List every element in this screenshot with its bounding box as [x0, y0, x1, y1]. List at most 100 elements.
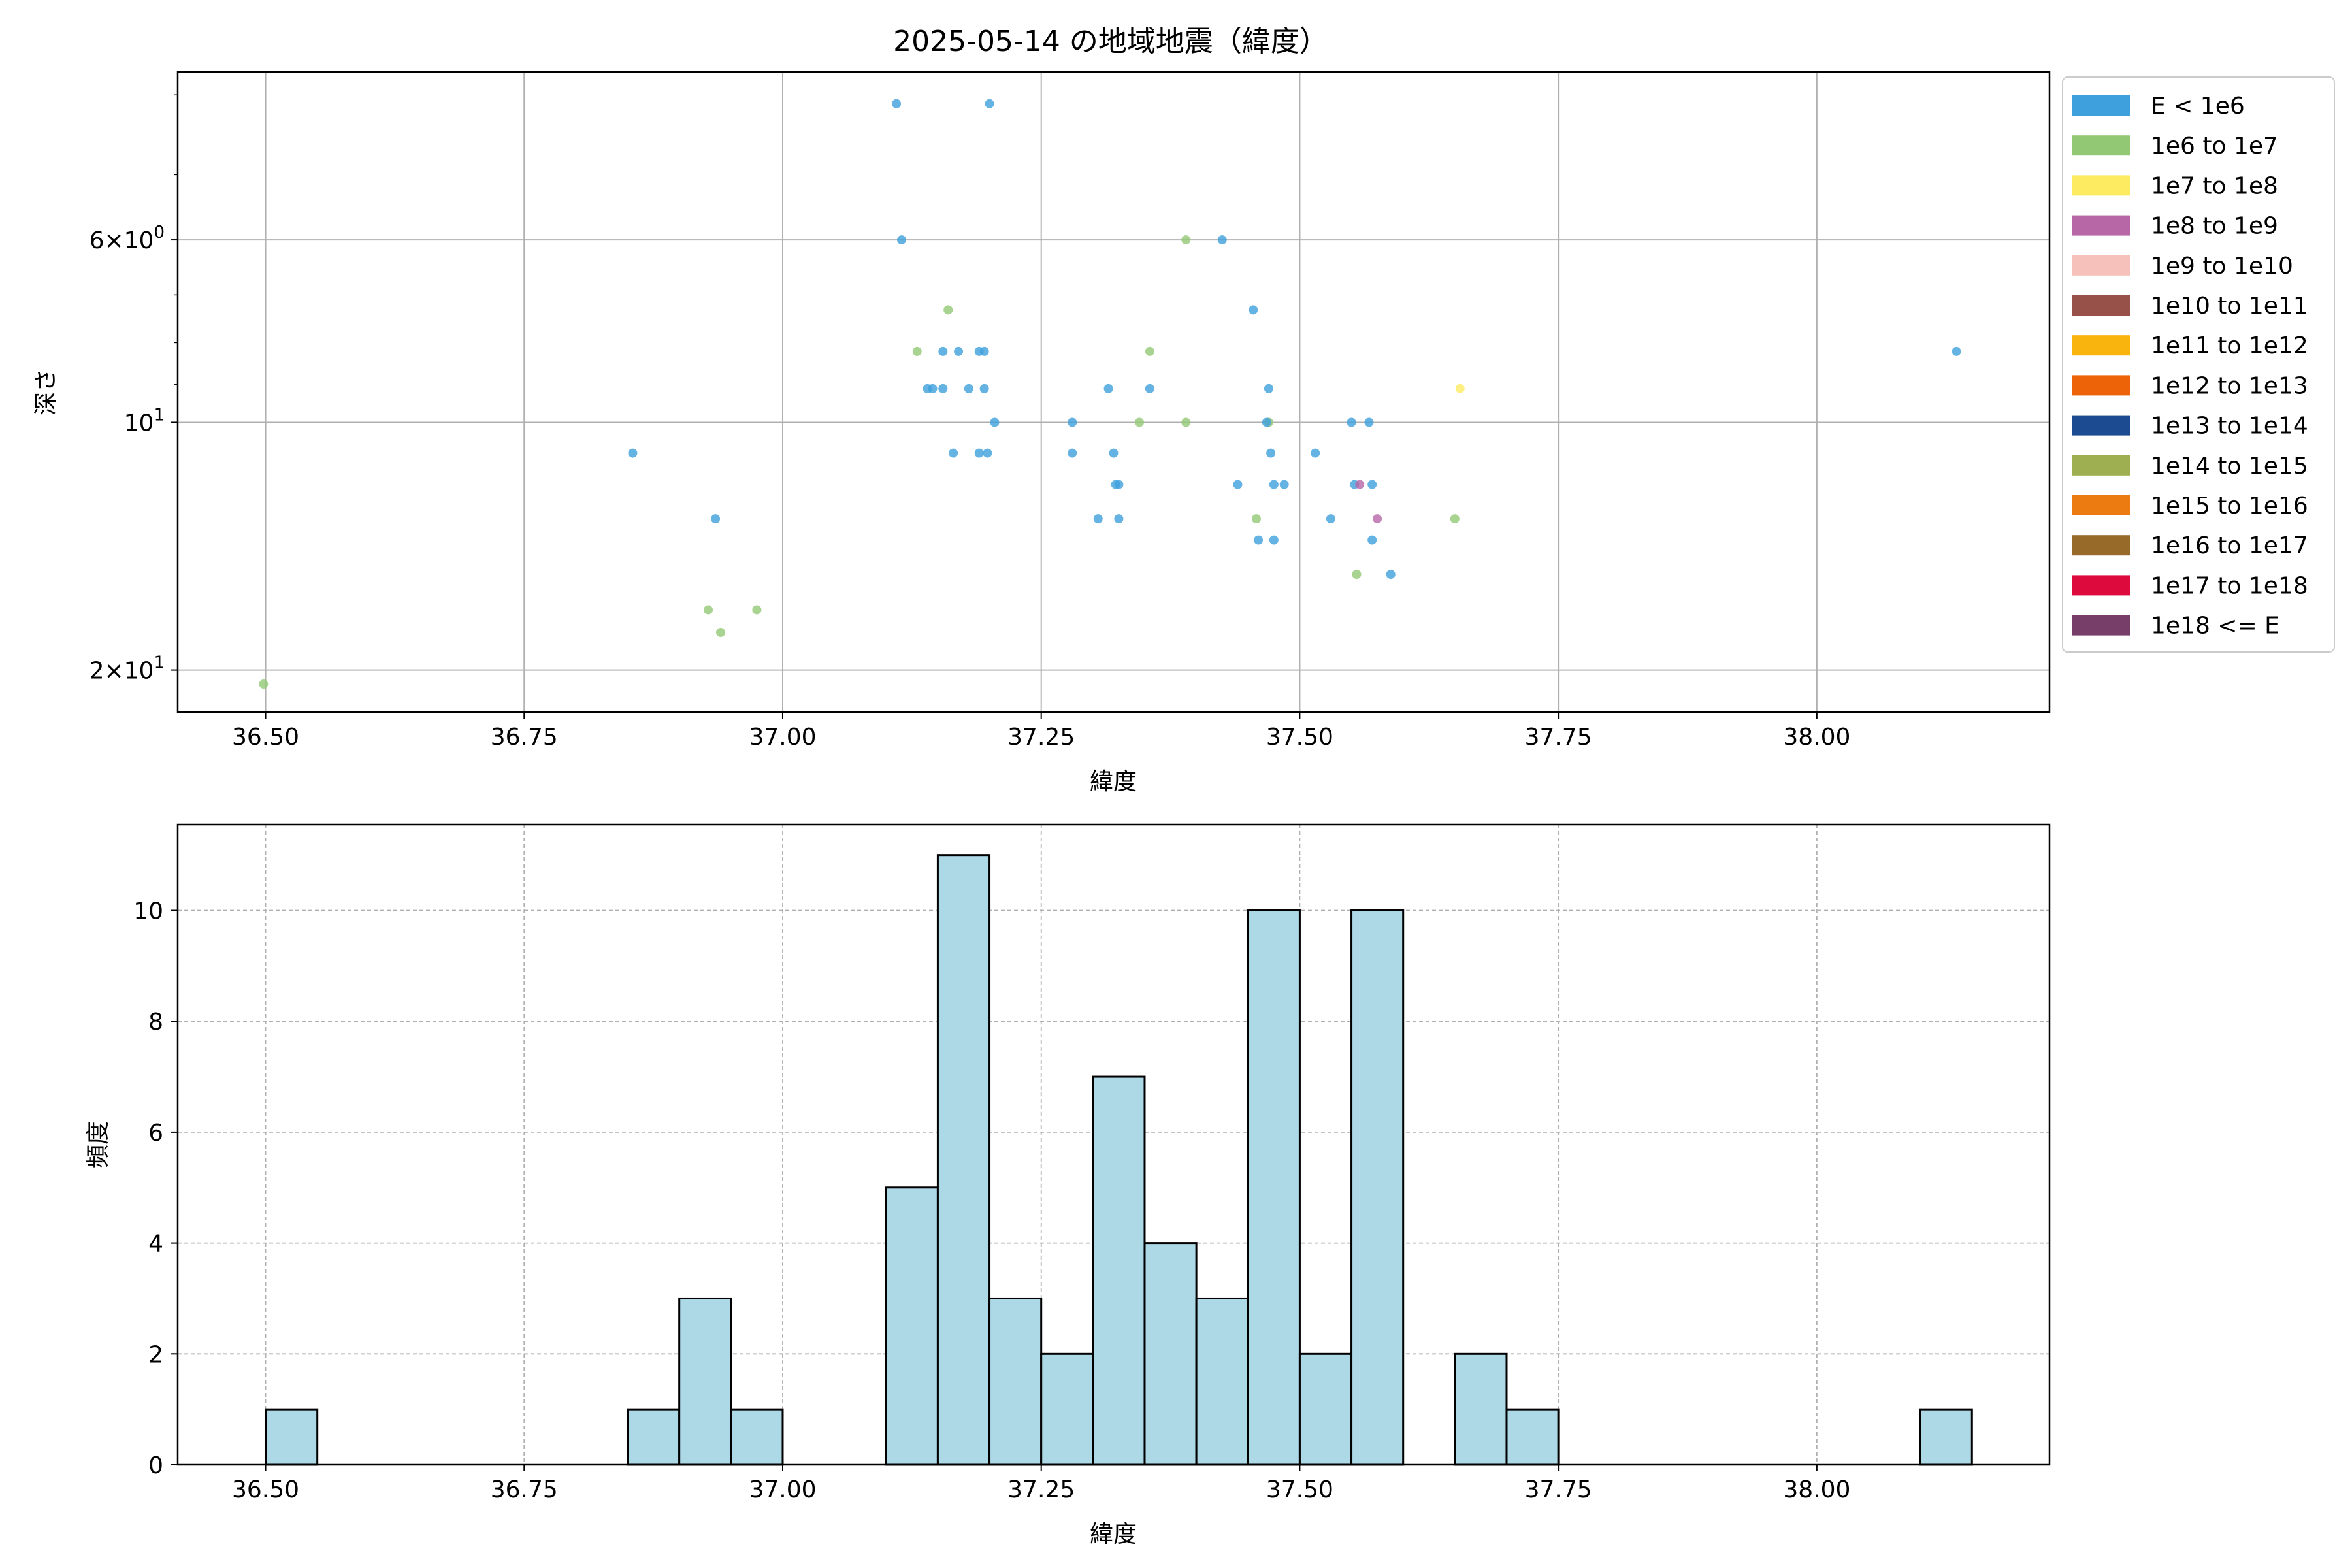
scatter-point [1103, 384, 1113, 393]
legend-label: 1e8 to 1e9 [2151, 213, 2278, 240]
scatter-point [974, 448, 984, 458]
histogram-x-label: 緯度 [1090, 1521, 1137, 1548]
scatter-point [1114, 514, 1124, 524]
scatter-x-label: 緯度 [1090, 768, 1137, 795]
legend-swatch [2072, 135, 2130, 156]
scatter-point [912, 346, 922, 356]
scatter-x-tick-label: 36.75 [491, 724, 558, 751]
scatter-point [1068, 448, 1077, 458]
scatter-point [983, 448, 992, 458]
scatter-point [938, 384, 948, 393]
scatter-point [1262, 417, 1271, 427]
histogram-bar [1919, 1408, 1973, 1466]
scatter-point [1264, 384, 1273, 393]
histogram-panel: 36.50 36.75 37.00 37.25 37.50 37.75 38.00 0 2 4 6… [85, 823, 2051, 1548]
histogram-y-tick-label: 0 [148, 1452, 163, 1479]
scatter-point [1093, 514, 1103, 524]
scatter-y-tick-label: 2×101 [90, 653, 165, 685]
histogram-x-tick-label: 37.75 [1525, 1477, 1592, 1503]
scatter-point [1249, 305, 1258, 315]
legend-label: 1e11 to 1e12 [2151, 333, 2308, 359]
scatter-point [1279, 480, 1289, 489]
histogram-bar [988, 1297, 1043, 1466]
legend-label: 1e9 to 1e10 [2151, 253, 2293, 280]
tick-mantissa: 6 [90, 227, 105, 254]
scatter-point [1450, 514, 1460, 524]
scatter-point [1455, 384, 1465, 393]
scatter-point [1364, 417, 1374, 427]
legend: E < 1e6 1e6 to 1e7 1e7 to 1e8 1e8 to 1e9 1e9… [2062, 76, 2335, 653]
tick-times: × [104, 227, 123, 254]
legend-swatch [2072, 615, 2130, 636]
scatter-point [1114, 480, 1124, 489]
scatter-point [1355, 480, 1365, 489]
histogram-bar [1505, 1408, 1560, 1466]
legend-swatch [2072, 215, 2130, 236]
legend-swatch [2072, 95, 2130, 116]
legend-items: E < 1e6 1e6 to 1e7 1e7 to 1e8 1e8 to 1e9 1e9… [2072, 93, 2308, 640]
histogram-bar [1247, 909, 1301, 1466]
histogram-x-tick-label: 36.75 [491, 1477, 558, 1503]
histogram-y-ticks: 0 2 4 6 8 10 [133, 898, 178, 1479]
scatter-x-tick-label: 37.50 [1266, 724, 1333, 751]
histogram-bar [1454, 1352, 1508, 1466]
scatter-point [943, 305, 953, 315]
scatter-axes-frame [176, 71, 2051, 713]
scatter-point [1367, 480, 1377, 489]
histogram-bar [1350, 909, 1405, 1466]
scatter-x-tick-label: 37.00 [749, 724, 816, 751]
scatter-point [1181, 235, 1191, 245]
scatter-point [990, 417, 1000, 427]
scatter-x-tick-label: 37.25 [1007, 724, 1075, 751]
histogram-bar [1040, 1352, 1094, 1466]
scatter-point [752, 605, 762, 615]
histogram-bar [730, 1408, 784, 1466]
scatter-point [628, 448, 638, 458]
legend-label: 1e18 <= E [2151, 613, 2279, 640]
scatter-point [1386, 570, 1396, 580]
histogram-y-tick-label: 2 [148, 1341, 163, 1368]
scatter-point [979, 384, 989, 393]
histogram-y-tick-label: 10 [133, 898, 163, 925]
legend-label: 1e6 to 1e7 [2151, 133, 2278, 159]
tick-exponent: 0 [154, 223, 165, 242]
scatter-point [892, 99, 902, 108]
histogram-bar [1143, 1242, 1198, 1466]
histogram-bar [678, 1297, 732, 1466]
legend-swatch [2072, 495, 2130, 515]
scatter-point [1266, 448, 1276, 458]
scatter-title: 2025-05-14 の地域地震（緯度） [893, 25, 1328, 58]
tick-base: 10 [124, 227, 154, 254]
legend-label: 1e7 to 1e8 [2151, 172, 2278, 199]
legend-swatch [2072, 255, 2130, 276]
legend-swatch [2072, 535, 2130, 556]
scatter-x-tick-label: 37.75 [1525, 724, 1592, 751]
scatter-point [897, 235, 907, 245]
scatter-point [716, 627, 726, 637]
scatter-point [1347, 417, 1356, 427]
scatter-y-label: 深さ [33, 368, 59, 416]
scatter-point [1269, 535, 1279, 545]
scatter-point [1181, 417, 1191, 427]
histogram-bar [936, 854, 991, 1466]
scatter-point [949, 448, 958, 458]
scatter-point [1269, 480, 1279, 489]
histogram-x-tick-label: 38.00 [1783, 1477, 1850, 1503]
scatter-point [1233, 480, 1243, 489]
tick-exponent: 1 [154, 653, 165, 673]
legend-label: 1e16 to 1e17 [2151, 532, 2308, 559]
scatter-point [259, 679, 269, 689]
legend-label: 1e13 to 1e14 [2151, 413, 2308, 440]
histogram-bar [885, 1186, 939, 1466]
tick-mantissa: 2 [90, 658, 105, 685]
scatter-point [1367, 535, 1377, 545]
scatter-y-tick-label: 6×100 [90, 223, 165, 254]
histogram-x-tick-label: 36.50 [232, 1477, 299, 1503]
tick-base: 10 [124, 410, 154, 436]
histogram-bars [265, 854, 1973, 1466]
legend-swatch [2072, 575, 2130, 596]
histogram-x-tick-label: 37.00 [749, 1477, 816, 1503]
scatter-panel: 2025-05-14 の地域地震（緯度） 36.50 36.75 37.00 37.2… [33, 25, 2335, 795]
histogram-bar [1298, 1352, 1353, 1466]
